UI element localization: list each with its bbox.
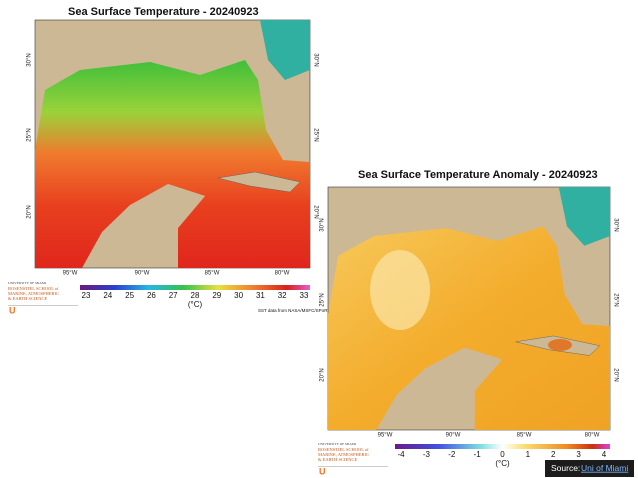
lat-label-right: 30°N: [612, 218, 618, 231]
colorbar-tick: 3: [576, 450, 581, 459]
logo-text: UNIVERSITY OF MIAMI: [318, 442, 357, 446]
logo-text: & EARTH SCIENCE: [8, 296, 47, 301]
colorbar-tick: 28: [191, 291, 200, 300]
map-title: Sea Surface Temperature - 20240923: [68, 6, 259, 18]
colorbar-tick: 1: [526, 450, 531, 459]
anomaly-map: Sea Surface Temperature Anomaly - 202409…: [318, 169, 618, 476]
colorbar: [395, 444, 610, 449]
lat-label-right: 25°N: [312, 128, 318, 141]
lon-label: 90°W: [446, 433, 461, 439]
colorbar-tick: -4: [397, 450, 405, 459]
map-image: [34, 19, 311, 269]
logo-rule: [318, 466, 388, 467]
lat-label: 20°N: [320, 368, 326, 381]
colorbar-tick: 27: [169, 291, 178, 300]
lat-label-right: 25°N: [612, 293, 618, 306]
logo-rule: [8, 305, 78, 306]
sst-map: Sea Surface Temperature - 20240923 30°N 3…: [8, 6, 330, 315]
lon-label: 95°W: [63, 271, 78, 277]
map-image: [327, 186, 611, 431]
lat-label: 20°N: [27, 205, 33, 218]
lat-label-right: 20°N: [612, 368, 618, 381]
warm-patch: [370, 250, 430, 330]
colorbar-tick: 24: [103, 291, 112, 300]
colorbar-tick: 0: [500, 450, 505, 459]
lat-label: 30°N: [27, 53, 33, 66]
colorbar-tick: -1: [474, 450, 482, 459]
colorbar-tick: 23: [82, 291, 91, 300]
logo-mark: U: [319, 466, 326, 476]
colorbar-unit: (°C): [495, 459, 510, 468]
logo-text: ROSENSTIEL SCHOOL of: [8, 286, 59, 291]
source-link[interactable]: Uni of Miami: [581, 463, 628, 473]
lon-label: 85°W: [517, 433, 532, 439]
colorbar-tick: 30: [234, 291, 243, 300]
lat-label: 30°N: [320, 218, 326, 231]
lon-label: 80°W: [275, 271, 290, 277]
lon-label: 90°W: [135, 271, 150, 277]
colorbar-tick: 25: [125, 291, 134, 300]
colorbar-tick: -2: [448, 450, 456, 459]
lat-label-right: 20°N: [312, 205, 318, 218]
lat-label: 25°N: [27, 128, 33, 141]
logo-text: MARINE, ATMOSPHERIC: [8, 291, 59, 297]
colorbar-unit: (°C): [188, 300, 203, 309]
warm-patch: [548, 339, 572, 351]
lon-label: 85°W: [205, 271, 220, 277]
source-box: [545, 460, 634, 477]
colorbar-tick: 4: [602, 450, 607, 459]
lat-label: 25°N: [320, 293, 326, 306]
colorbar-tick: 31: [256, 291, 265, 300]
map-title: Sea Surface Temperature Anomaly - 202409…: [358, 169, 598, 181]
colorbar-tick: 2: [551, 450, 556, 459]
logo-text: UNIVERSITY OF MIAMI: [8, 281, 47, 285]
logo-text: MARINE, ATMOSPHERIC: [318, 452, 369, 458]
colorbar-tick: -3: [423, 450, 431, 459]
colorbar-tick: 33: [300, 291, 309, 300]
logo-mark: U: [9, 305, 16, 315]
lat-label-right: 30°N: [312, 53, 318, 66]
colorbar-tick: 29: [212, 291, 221, 300]
colorbar: [80, 285, 310, 290]
logo-text: & EARTH SCIENCE: [318, 457, 357, 462]
colorbar-tick: 32: [278, 291, 287, 300]
credit: SST data from NASA/MSFC/SPoRT: [258, 308, 330, 313]
lon-label: 95°W: [378, 433, 393, 439]
source-label: Source:: [551, 463, 580, 473]
logo-text: ROSENSTIEL SCHOOL of: [318, 447, 369, 452]
colorbar-tick: 26: [147, 291, 156, 300]
lon-label: 80°W: [585, 433, 600, 439]
